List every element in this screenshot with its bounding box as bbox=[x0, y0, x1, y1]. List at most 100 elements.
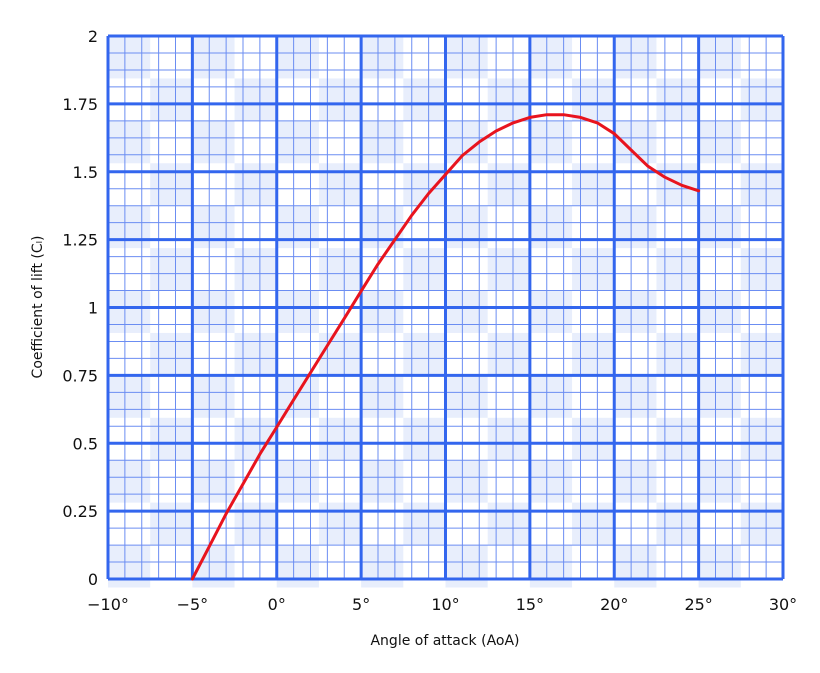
grid-block bbox=[614, 460, 657, 503]
y-tick-label: 1 bbox=[88, 299, 98, 318]
grid-block bbox=[403, 502, 446, 546]
grid-block bbox=[276, 120, 319, 164]
grid-block bbox=[234, 163, 277, 206]
grid-block bbox=[656, 248, 699, 291]
grid-block bbox=[445, 375, 488, 418]
grid-block bbox=[234, 332, 277, 376]
grid-block bbox=[698, 290, 741, 333]
y-tick-label: 2 bbox=[88, 27, 98, 46]
grid-block bbox=[150, 248, 193, 291]
grid-block bbox=[698, 36, 741, 79]
x-tick-label: −10° bbox=[87, 595, 129, 614]
grid-block bbox=[740, 248, 783, 291]
grid-block bbox=[403, 78, 446, 121]
grid-block bbox=[150, 163, 193, 206]
grid-block bbox=[361, 120, 404, 164]
grid-block bbox=[108, 375, 151, 418]
major-gridlines bbox=[106, 34, 785, 581]
grid-block bbox=[487, 502, 530, 546]
grid-block bbox=[656, 78, 699, 121]
grid-block bbox=[361, 545, 404, 588]
grid-block bbox=[572, 502, 615, 546]
grid-block bbox=[614, 290, 657, 333]
grid-block bbox=[529, 545, 573, 588]
grid-block bbox=[318, 78, 362, 121]
y-tick-label: 0.5 bbox=[73, 434, 98, 453]
y-axis-title: Coefficient of lift (Cₗ) bbox=[30, 236, 46, 379]
grid-block bbox=[403, 248, 446, 291]
grid-block bbox=[572, 78, 615, 121]
grid-block bbox=[740, 502, 783, 546]
y-tick-label: 0.25 bbox=[62, 502, 98, 521]
grid-block bbox=[150, 78, 193, 121]
grid-block bbox=[192, 120, 235, 164]
grid-block bbox=[614, 205, 657, 249]
grid-block bbox=[318, 248, 362, 291]
grid-block bbox=[318, 332, 362, 376]
grid-block bbox=[276, 545, 319, 588]
grid-block bbox=[108, 545, 151, 588]
grid-block bbox=[150, 332, 193, 376]
x-tick-label: −5° bbox=[177, 595, 209, 614]
grid-block bbox=[614, 36, 657, 79]
grid-block bbox=[572, 417, 615, 461]
grid-block bbox=[276, 375, 319, 418]
grid-block bbox=[234, 502, 277, 546]
grid-block bbox=[740, 78, 783, 121]
x-tick-label: 30° bbox=[769, 595, 797, 614]
grid-block bbox=[276, 290, 319, 333]
grid-block bbox=[445, 545, 488, 588]
grid-block bbox=[614, 545, 657, 588]
grid-block bbox=[403, 417, 446, 461]
grid-block bbox=[403, 332, 446, 376]
grid-block bbox=[572, 163, 615, 206]
grid-block bbox=[276, 36, 319, 79]
grid-block bbox=[192, 460, 235, 503]
grid-block bbox=[445, 205, 488, 249]
y-tick-label: 0.75 bbox=[62, 366, 98, 385]
series-layer bbox=[190, 113, 701, 581]
grid-block bbox=[698, 205, 741, 249]
grid-block bbox=[572, 332, 615, 376]
grid-block bbox=[192, 205, 235, 249]
grid-block bbox=[361, 205, 404, 249]
grid-block bbox=[192, 36, 235, 79]
grid-block bbox=[656, 502, 699, 546]
grid-block bbox=[361, 290, 404, 333]
grid-block bbox=[487, 163, 530, 206]
grid-block bbox=[318, 163, 362, 206]
grid-block bbox=[276, 205, 319, 249]
y-tick-label: 1.5 bbox=[73, 163, 98, 182]
grid-block bbox=[529, 375, 573, 418]
x-tick-label: 25° bbox=[684, 595, 712, 614]
grid-block bbox=[276, 460, 319, 503]
y-tick-labels: 0 0.25 0.5 0.75 1 1.25 1.5 1.75 2 bbox=[62, 27, 98, 589]
y-tick-label: 1.75 bbox=[62, 95, 98, 114]
grid-block bbox=[361, 36, 404, 79]
grid-block bbox=[740, 332, 783, 376]
grid-block bbox=[192, 375, 235, 418]
x-axis-title: Angle of attack (AoA) bbox=[370, 633, 519, 649]
grid-block bbox=[529, 120, 573, 164]
grid-block bbox=[108, 36, 151, 79]
grid-block bbox=[740, 417, 783, 461]
x-tick-label: 15° bbox=[516, 595, 544, 614]
grid-block bbox=[150, 417, 193, 461]
y-tick-label: 1.25 bbox=[62, 231, 98, 250]
x-tick-label: 20° bbox=[600, 595, 628, 614]
grid-block bbox=[487, 78, 530, 121]
grid-block bbox=[698, 545, 741, 588]
lift-curve-line bbox=[190, 113, 701, 581]
grid-block bbox=[614, 375, 657, 418]
y-tick-label: 0 bbox=[88, 570, 98, 589]
grid-block bbox=[150, 502, 193, 546]
grid-block bbox=[572, 248, 615, 291]
grid-block bbox=[192, 290, 235, 333]
grid-block bbox=[108, 120, 151, 164]
x-tick-label: 5° bbox=[352, 595, 370, 614]
grid-block bbox=[234, 78, 277, 121]
grid-block bbox=[445, 36, 488, 79]
grid-block bbox=[361, 375, 404, 418]
grid-block bbox=[656, 332, 699, 376]
